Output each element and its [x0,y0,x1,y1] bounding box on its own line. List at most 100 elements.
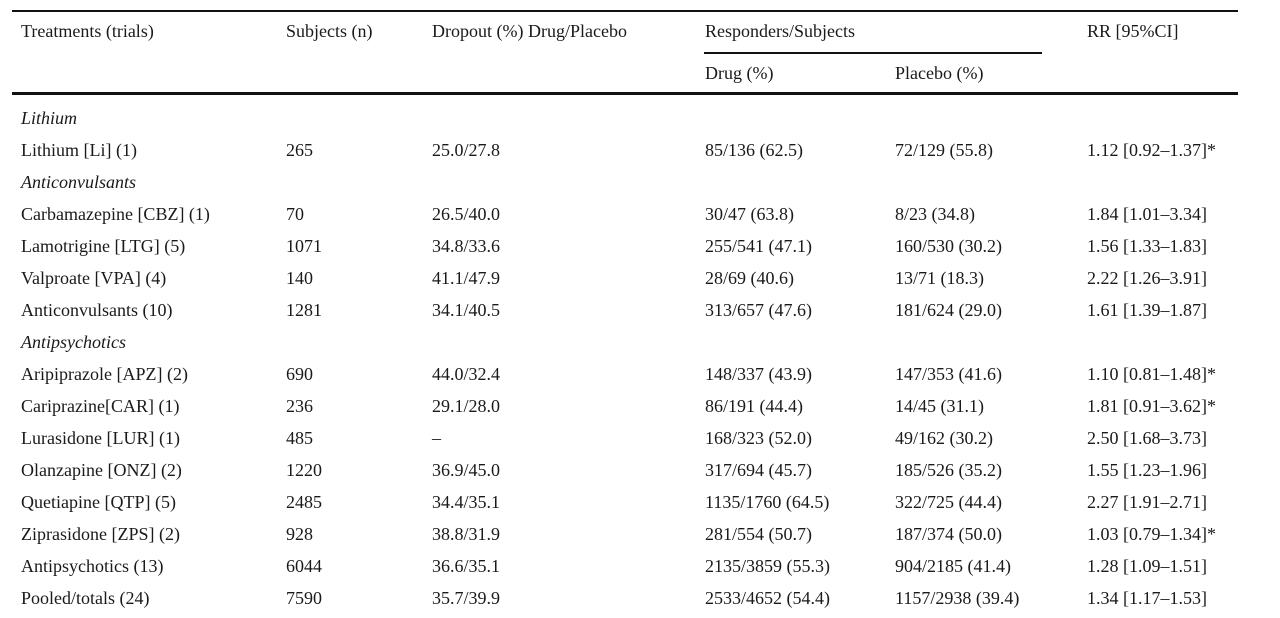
cell-treatment: Antipsychotics (13) [21,556,164,576]
cell-rr: 1.10 [0.81–1.48]* [1087,364,1216,384]
cell-drug: 30/47 (63.8) [705,204,794,224]
table-row: Aripiprazole [APZ] (2) 690 44.0/32.4 148/33… [0,363,1280,385]
cell-treatment: Pooled/totals (24) [21,588,150,608]
cell-dropout: 25.0/27.8 [432,140,501,160]
table-row: Anticonvulsants (10) 1281 34.1/40.5 313/657… [0,299,1280,321]
table-row: Carbamazepine [CBZ] (1) 70 26.5/40.0 30/47 … [0,203,1280,225]
cell-drug: 148/337 (43.9) [705,364,812,384]
cell-drug: 86/191 (44.4) [705,396,803,416]
cell-dropout: 41.1/47.9 [432,268,501,288]
cell-rr: 2.27 [1.91–2.71] [1087,492,1207,512]
cell-treatment: Cariprazine[CAR] (1) [21,396,180,416]
cell-dropout: 36.6/35.1 [432,556,501,576]
cell-treatment: Valproate [VPA] (4) [21,268,167,288]
section-label: Antipsychotics [21,332,126,352]
cell-drug: 85/136 (62.5) [705,140,803,160]
cell-dropout: 26.5/40.0 [432,204,501,224]
cell-dropout: – [432,428,441,448]
cell-treatment: Anticonvulsants (10) [21,300,173,320]
cell-drug: 281/554 (50.7) [705,524,812,544]
cell-treatment: Lamotrigine [LTG] (5) [21,236,186,256]
cell-drug: 1135/1760 (64.5) [705,492,830,512]
cell-placebo: 904/2185 (41.4) [895,556,1011,576]
cell-placebo: 1157/2938 (39.4) [895,588,1020,608]
cell-dropout: 35.7/39.9 [432,588,501,608]
cell-rr: 1.03 [0.79–1.34]* [1087,524,1216,544]
cell-subjects: 928 [286,524,313,544]
table-row: Ziprasidone [ZPS] (2) 928 38.8/31.9 281/554… [0,523,1280,545]
section-label: Lithium [21,108,78,128]
cell-placebo: 72/129 (55.8) [895,140,993,160]
table-row: Valproate [VPA] (4) 140 41.1/47.9 28/69 (40… [0,267,1280,289]
cell-rr: 2.50 [1.68–3.73] [1087,428,1207,448]
header-dropout: Dropout (%) Drug/Placebo [432,21,627,41]
responders-subheader-rule [704,52,1042,54]
cell-rr: 1.55 [1.23–1.96] [1087,460,1207,480]
cell-dropout: 44.0/32.4 [432,364,501,384]
section-label: Anticonvulsants [21,172,136,192]
table-row: Lithium [Li] (1) 265 25.0/27.8 85/136 (62.5… [0,139,1280,161]
cell-dropout: 34.8/33.6 [432,236,501,256]
cell-drug: 317/694 (45.7) [705,460,812,480]
cell-placebo: 14/45 (31.1) [895,396,984,416]
cell-placebo: 322/725 (44.4) [895,492,1002,512]
cell-treatment: Carbamazepine [CBZ] (1) [21,204,210,224]
section-header-row: Lithium [0,107,1280,129]
table-row: Lurasidone [LUR] (1) 485 – 168/323 (52.0) 49… [0,427,1280,449]
cell-rr: 2.22 [1.26–3.91] [1087,268,1207,288]
table-row: Pooled/totals (24) 7590 35.7/39.9 2533/4652… [0,587,1280,609]
cell-rr: 1.61 [1.39–1.87] [1087,300,1207,320]
cell-rr: 1.12 [0.92–1.37]* [1087,140,1216,160]
cell-dropout: 34.1/40.5 [432,300,501,320]
cell-treatment: Lithium [Li] (1) [21,140,137,160]
cell-treatment: Quetiapine [QTP] (5) [21,492,176,512]
table-row: Olanzapine [ONZ] (2) 1220 36.9/45.0 317/694… [0,459,1280,481]
header-placebo: Placebo (%) [895,63,984,83]
cell-treatment: Lurasidone [LUR] (1) [21,428,180,448]
cell-rr: 1.81 [0.91–3.62]* [1087,396,1216,416]
cell-placebo: 160/530 (30.2) [895,236,1002,256]
cell-rr: 1.56 [1.33–1.83] [1087,236,1207,256]
cell-placebo: 49/162 (30.2) [895,428,993,448]
section-header-row: Anticonvulsants [0,171,1280,193]
table-row: Lamotrigine [LTG] (5) 1071 34.8/33.6 255/54… [0,235,1280,257]
cell-subjects: 265 [286,140,313,160]
cell-rr: 1.84 [1.01–3.34] [1087,204,1207,224]
cell-drug: 313/657 (47.6) [705,300,812,320]
cell-rr: 1.34 [1.17–1.53] [1087,588,1207,608]
cell-placebo: 147/353 (41.6) [895,364,1002,384]
cell-treatment: Olanzapine [ONZ] (2) [21,460,182,480]
table-top-rule [12,10,1238,12]
cell-placebo: 13/71 (18.3) [895,268,984,288]
table-row: Antipsychotics (13) 6044 36.6/35.1 2135/385… [0,555,1280,577]
cell-subjects: 1220 [286,460,322,480]
header-treatments: Treatments (trials) [21,21,154,41]
cell-subjects: 485 [286,428,313,448]
cell-dropout: 36.9/45.0 [432,460,501,480]
cell-dropout: 34.4/35.1 [432,492,501,512]
cell-dropout: 29.1/28.0 [432,396,501,416]
header-subjects: Subjects (n) [286,21,373,41]
cell-subjects: 6044 [286,556,322,576]
table-row: Quetiapine [QTP] (5) 2485 34.4/35.1 1135/17… [0,491,1280,513]
cell-placebo: 181/624 (29.0) [895,300,1002,320]
cell-placebo: 8/23 (34.8) [895,204,975,224]
header-responders-group: Responders/Subjects [705,21,855,41]
cell-drug: 2135/3859 (55.3) [705,556,830,576]
cell-subjects: 7590 [286,588,322,608]
cell-placebo: 187/374 (50.0) [895,524,1002,544]
cell-dropout: 38.8/31.9 [432,524,501,544]
cell-rr: 1.28 [1.09–1.51] [1087,556,1207,576]
cell-subjects: 236 [286,396,313,416]
section-header-row: Antipsychotics [0,331,1280,353]
table-row: Cariprazine[CAR] (1) 236 29.1/28.0 86/191 (… [0,395,1280,417]
cell-subjects: 2485 [286,492,322,512]
header-bottom-rule [12,92,1238,95]
cell-drug: 255/541 (47.1) [705,236,812,256]
header-drug: Drug (%) [705,63,774,83]
cell-placebo: 185/526 (35.2) [895,460,1002,480]
cell-treatment: Aripiprazole [APZ] (2) [21,364,188,384]
cell-subjects: 70 [286,204,304,224]
cell-subjects: 690 [286,364,313,384]
cell-drug: 28/69 (40.6) [705,268,794,288]
